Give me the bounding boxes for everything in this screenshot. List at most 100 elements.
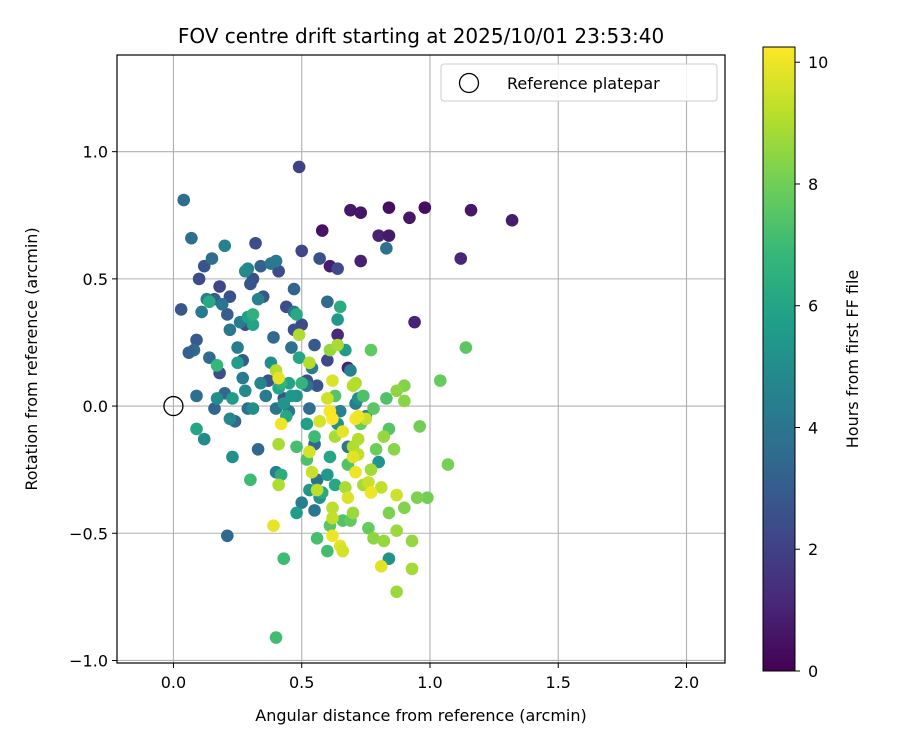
- scatter-point: [244, 473, 257, 487]
- scatter-point: [331, 313, 344, 326]
- scatter-point: [331, 262, 344, 275]
- y-tick-label: 1.0: [83, 143, 108, 162]
- scatter-point: [398, 394, 411, 408]
- scatter-point: [336, 544, 350, 558]
- scatter-point: [351, 432, 365, 446]
- scatter-points: [174, 160, 519, 644]
- y-axis-ticks: −1.0 −0.5 0.0 0.5 1.0: [69, 143, 117, 670]
- scatter-point: [277, 552, 291, 565]
- scatter-point: [213, 280, 226, 293]
- scatter-point: [421, 491, 434, 504]
- scatter-point: [259, 389, 273, 403]
- scatter-point: [323, 450, 337, 464]
- scatter-point: [272, 264, 285, 278]
- scatter-point: [272, 371, 285, 385]
- colorbar-tick-label: 6: [808, 297, 818, 316]
- scatter-point: [246, 318, 260, 331]
- scatter-point: [315, 224, 329, 237]
- scatter-point: [249, 236, 262, 250]
- scatter-point: [367, 402, 380, 415]
- scatter-point: [285, 341, 298, 354]
- scatter-point: [459, 341, 473, 354]
- scatter-point: [362, 476, 375, 489]
- y-tick-label: −0.5: [69, 524, 108, 543]
- scatter-point: [326, 374, 339, 387]
- scatter-point: [295, 496, 309, 510]
- scatter-point: [344, 203, 357, 217]
- colorbar-tick-label: 8: [808, 175, 818, 194]
- scatter-point: [333, 300, 347, 314]
- grid-lines: [117, 55, 725, 663]
- scatter-point: [290, 308, 303, 321]
- scatter-point: [210, 359, 224, 372]
- scatter-point: [272, 478, 285, 492]
- scatter-point: [408, 315, 421, 329]
- scatter-point: [290, 440, 303, 454]
- scatter-point: [349, 465, 362, 479]
- scatter-point: [182, 346, 196, 359]
- scatter-point: [380, 242, 393, 255]
- scatter-point: [215, 298, 229, 311]
- scatter-point: [226, 450, 239, 464]
- scatter-point: [274, 468, 288, 482]
- scatter-point: [374, 560, 388, 573]
- scatter-point: [390, 488, 403, 502]
- scatter-point: [321, 392, 334, 405]
- scatter-point: [272, 437, 285, 451]
- scatter-point: [277, 397, 291, 410]
- scatter-point: [208, 402, 221, 415]
- scatter-point: [313, 252, 326, 265]
- scatter-point: [380, 392, 393, 405]
- scatter-point: [390, 384, 403, 398]
- scatter-point: [303, 356, 316, 370]
- scatter-point: [321, 544, 334, 558]
- plot-frame: [116, 54, 726, 664]
- scatter-point: [190, 333, 203, 347]
- scatter-point: [377, 534, 391, 548]
- scatter-point: [369, 443, 383, 456]
- colorbar-tick-label: 4: [808, 418, 818, 437]
- scatter-point: [364, 463, 378, 476]
- scatter-point: [221, 529, 234, 543]
- legend-label: Reference platepar: [507, 74, 660, 93]
- scatter-point: [292, 351, 306, 365]
- scatter-point: [310, 483, 324, 497]
- colorbar-ticks: 0 2 4 6 8 10: [795, 53, 828, 681]
- scatter-point: [231, 341, 244, 354]
- scatter-point: [190, 389, 203, 403]
- legend: Reference platepar: [440, 63, 718, 102]
- scatter-point: [197, 432, 211, 446]
- colorbar-tick-label: 2: [808, 540, 818, 559]
- scatter-point: [333, 404, 347, 418]
- scatter-point: [223, 412, 237, 426]
- scatter-point: [326, 511, 339, 525]
- scatter-point: [362, 521, 375, 535]
- scatter-point: [254, 376, 267, 390]
- scatter-point: [390, 524, 403, 538]
- scatter-point: [387, 443, 401, 456]
- scatter-point: [292, 328, 306, 342]
- scatter-point: [313, 415, 326, 428]
- scatter-point: [410, 491, 424, 504]
- scatter-point: [321, 295, 334, 309]
- scatter-point: [236, 371, 250, 385]
- y-tick-label: 0.0: [83, 397, 108, 416]
- scatter-point: [372, 229, 385, 242]
- x-tick-label: 1.0: [417, 673, 442, 692]
- scatter-point: [418, 201, 432, 214]
- scatter-point: [295, 244, 309, 258]
- scatter-point: [185, 231, 198, 245]
- scatter-point: [339, 481, 352, 494]
- scatter-point: [346, 506, 360, 520]
- scatter-point: [441, 458, 455, 471]
- scatter-point: [210, 392, 224, 405]
- scatter-point: [292, 160, 306, 174]
- scatter-point: [221, 308, 234, 321]
- scatter-point: [310, 379, 324, 393]
- scatter-point: [192, 272, 206, 286]
- scatter-point: [331, 338, 344, 352]
- scatter-point: [305, 465, 319, 479]
- scatter-point: [231, 356, 244, 370]
- scatter-point: [377, 430, 391, 443]
